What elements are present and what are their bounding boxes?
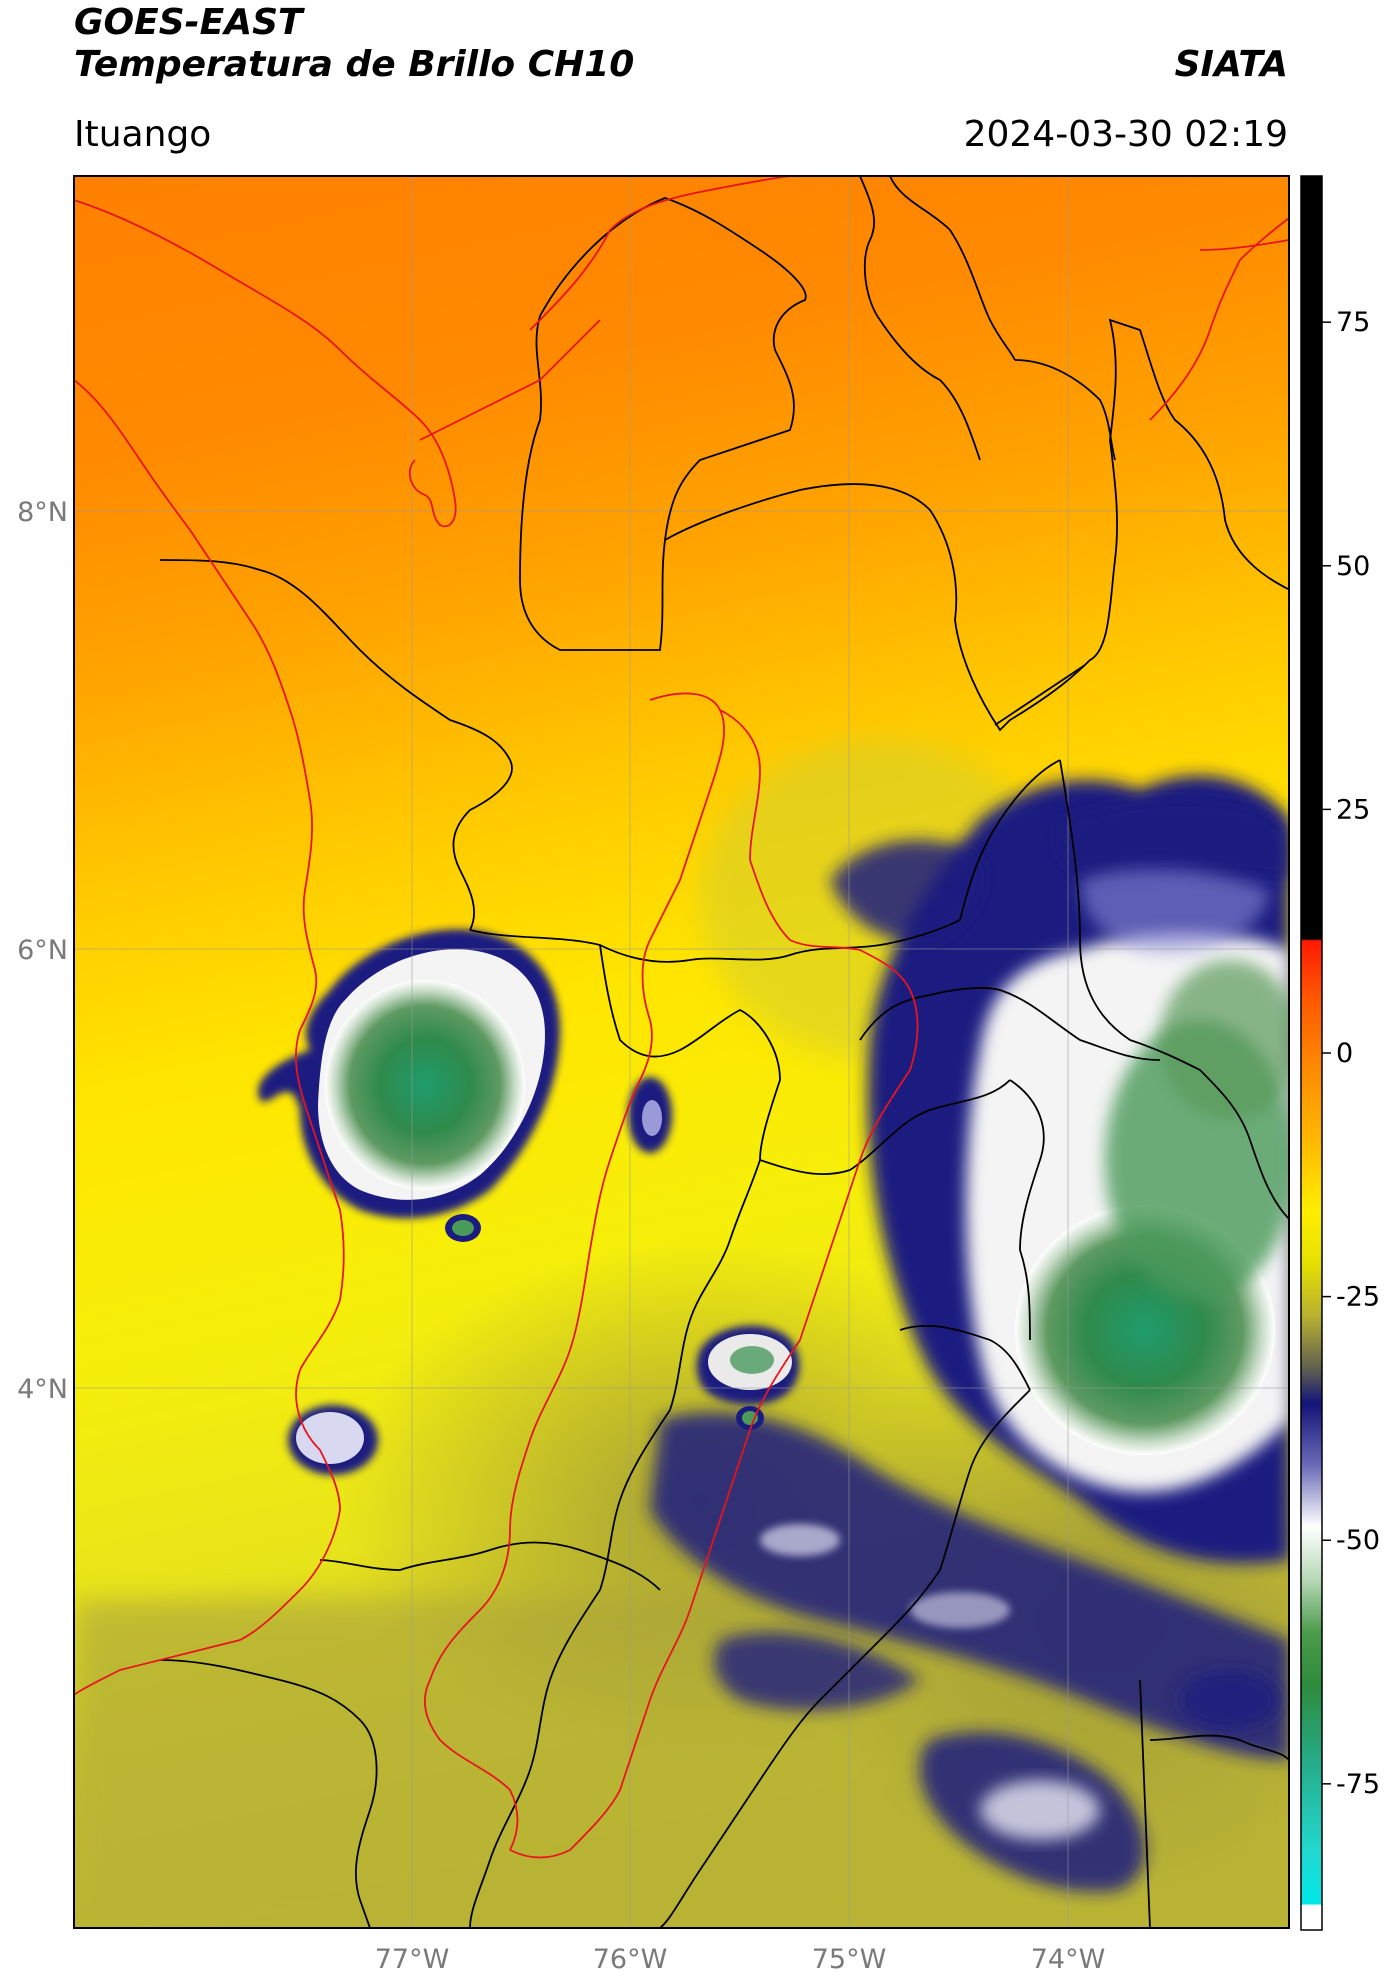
lat-label: 4°N — [17, 1374, 68, 1405]
graticule — [74, 176, 1289, 1928]
lat-label: 8°N — [17, 497, 68, 528]
lon-label: 76°W — [593, 1944, 668, 1975]
lon-label: 74°W — [1031, 1944, 1106, 1975]
colorbar-tick-label: 50 — [1336, 551, 1370, 582]
colorbar-scale — [1300, 175, 1323, 1931]
datetime-label: 2024-03-30 02:19 — [963, 114, 1288, 155]
basin-outline — [74, 176, 1289, 1859]
region-label: Ituango — [74, 114, 212, 155]
product-title: Temperatura de Brillo CH10 — [74, 44, 635, 85]
lon-label: 77°W — [375, 1944, 450, 1975]
southern-cloud-band — [650, 1412, 1289, 1760]
department-borders — [159, 176, 1289, 1928]
agency-label: SIATA — [1174, 44, 1288, 85]
colorbar-tick-label: -25 — [1336, 1282, 1380, 1313]
map-frame — [73, 175, 1290, 1929]
latitude-labels: 8°N 6°N 4°N — [17, 497, 68, 1405]
lon-label: 75°W — [812, 1944, 887, 1975]
lat-label: 6°N — [17, 935, 68, 966]
brightness-temperature-field — [74, 176, 1289, 1928]
colorbar: 75 50 25 0 -25 -50 -75 — [1300, 175, 1380, 1931]
colorbar-tick-label: 0 — [1336, 1038, 1353, 1069]
colorbar-tick-label: -75 — [1336, 1769, 1380, 1800]
western-cloud-core — [325, 980, 525, 1190]
colorbar-tick-label: 75 — [1336, 307, 1370, 338]
longitude-labels: 77°W 76°W 75°W 74°W — [375, 1944, 1106, 1975]
colorbar-tick-label: 25 — [1336, 794, 1370, 825]
colorbar-tick-label: -50 — [1336, 1525, 1380, 1556]
satellite-title: GOES-EAST — [74, 2, 303, 43]
